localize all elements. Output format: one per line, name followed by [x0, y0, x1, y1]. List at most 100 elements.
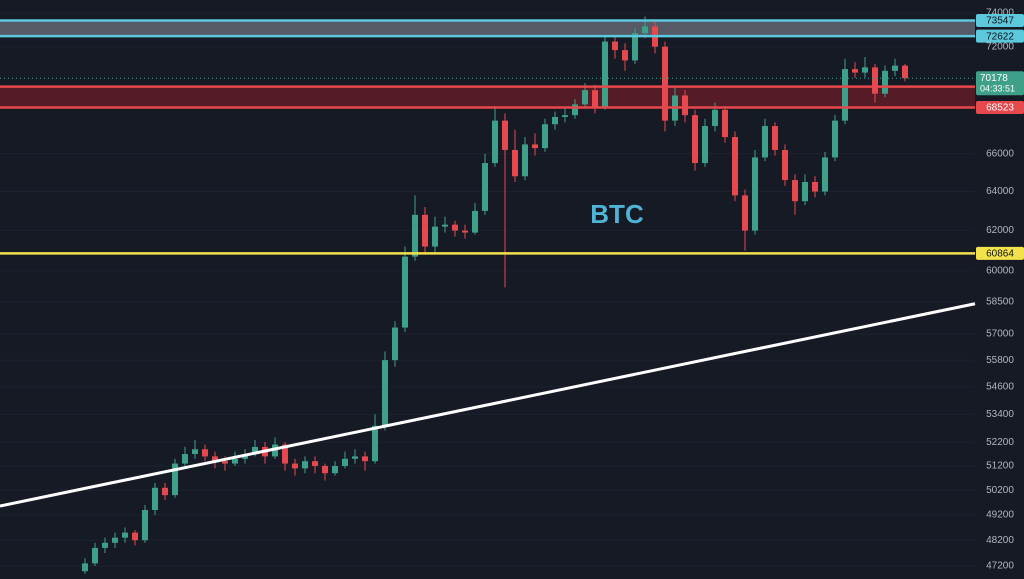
candle-body — [792, 180, 798, 202]
y-tick-label: 72000 — [986, 41, 1014, 52]
price-axis: 74000 72000 66000 64000 62000 60000 58500 57000… — [976, 8, 1024, 572]
candle-body — [722, 109, 728, 138]
y-tick-label: 62000 — [986, 225, 1014, 236]
candle-body — [102, 542, 108, 548]
zone — [0, 20, 975, 37]
candle-body — [412, 214, 418, 257]
chart-title: BTC — [590, 199, 644, 229]
candle-body — [222, 461, 228, 464]
candle-body — [682, 95, 688, 116]
candle-body — [482, 163, 488, 211]
candle-body — [182, 454, 188, 464]
last-price-box — [976, 71, 1024, 96]
candle-body — [532, 144, 538, 149]
candle-body — [422, 214, 428, 247]
y-tick-label: 49200 — [986, 510, 1014, 521]
candle-body — [282, 444, 288, 464]
trendline — [0, 302, 976, 508]
candle-body — [872, 67, 878, 94]
candle-body — [252, 446, 258, 455]
candle-body — [332, 465, 338, 474]
y-tick-label: 74000 — [986, 8, 1014, 19]
candle-body — [562, 115, 568, 117]
candle-body — [442, 224, 448, 227]
candle-body — [762, 126, 768, 158]
candle-body — [782, 149, 788, 181]
candle-body — [232, 458, 238, 464]
candle-body — [632, 33, 638, 61]
y-tick-label: 52200 — [986, 437, 1014, 448]
candle-body — [752, 157, 758, 231]
candle-body — [612, 41, 618, 51]
candle-body — [852, 69, 858, 73]
candle-body — [392, 327, 398, 361]
y-tick-label: 55800 — [986, 355, 1014, 366]
y-tick-label: 60000 — [986, 266, 1014, 277]
level-label: 68523 — [986, 103, 1014, 114]
candle-body — [202, 449, 208, 457]
candle-body — [502, 120, 508, 150]
level-label-box — [976, 29, 1024, 43]
candle-body — [622, 50, 628, 61]
candle-body — [342, 458, 348, 466]
zone — [0, 86, 975, 108]
last-price-timer: 04:33:51 — [980, 84, 1015, 94]
candle-body — [122, 532, 128, 538]
candle-body — [832, 120, 838, 158]
candle-body — [302, 461, 308, 469]
candle-body — [822, 157, 828, 192]
candle-body — [192, 449, 198, 455]
candle-body — [162, 487, 168, 496]
candle-body — [472, 210, 478, 233]
candle-body — [212, 456, 218, 462]
candle-body — [432, 226, 438, 247]
last-price-label: 70178 — [980, 73, 1008, 84]
candle-body — [582, 90, 588, 105]
candle-body — [892, 65, 898, 71]
y-tick-label: 66000 — [986, 148, 1014, 159]
candle-body — [512, 149, 518, 177]
y-tick-label: 53400 — [986, 409, 1014, 420]
level-label: 73547 — [986, 16, 1014, 27]
candle-body — [172, 463, 178, 496]
candle-body — [352, 456, 358, 459]
candle-body — [842, 69, 848, 121]
y-tick-label: 58500 — [986, 297, 1014, 308]
candle-body — [862, 67, 868, 73]
candle-body — [882, 70, 888, 94]
y-tick-label: 57000 — [986, 329, 1014, 340]
candle-body — [452, 224, 458, 231]
y-tick-label: 51200 — [986, 461, 1014, 472]
candle-body — [542, 124, 548, 149]
level-label: 60864 — [986, 248, 1014, 259]
candle-body — [92, 547, 98, 564]
candle-body — [362, 456, 368, 462]
candle-body — [292, 463, 298, 469]
candle-body — [902, 65, 908, 79]
candle-body — [552, 116, 558, 125]
candle-body — [372, 425, 378, 462]
candle-body — [812, 181, 818, 192]
candle-body — [132, 532, 138, 541]
y-tick-label: 50200 — [986, 485, 1014, 496]
zones — [0, 20, 975, 108]
candle-body — [662, 46, 668, 121]
level-label-box — [976, 101, 1024, 115]
level-label-box — [976, 14, 1024, 28]
candle-body — [692, 115, 698, 164]
candle-body — [592, 90, 598, 108]
candle-body — [382, 360, 388, 426]
candle-body — [112, 537, 118, 543]
level-label-box — [976, 246, 1024, 260]
y-tick-label: 47200 — [986, 561, 1014, 572]
candle-body — [492, 120, 498, 164]
candle-body — [522, 144, 528, 177]
candle-body — [772, 126, 778, 150]
grid — [0, 12, 975, 567]
candle-body — [462, 230, 468, 233]
candle-body — [702, 126, 708, 164]
y-tick-label: 48200 — [986, 535, 1014, 546]
candle-body — [142, 509, 148, 541]
candle-body — [322, 465, 328, 474]
